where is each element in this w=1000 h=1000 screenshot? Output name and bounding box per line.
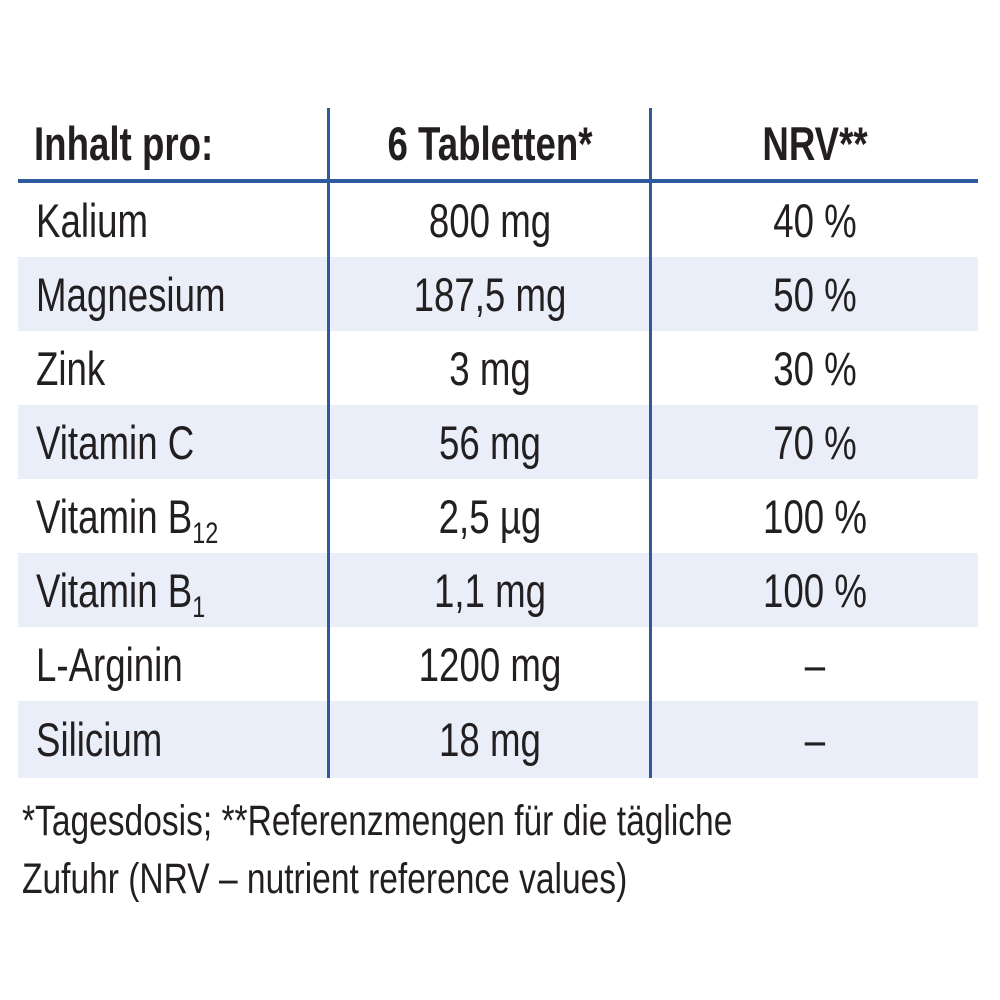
table-row: Zink 3 mg 30 % <box>18 331 978 405</box>
table-row: Silicium 18 mg – <box>18 701 978 778</box>
table-row: Magnesium 187,5 mg 50 % <box>18 257 978 331</box>
nutrient-subscript: 1 <box>192 590 206 624</box>
footnote-line-1: *Tagesdosis; **Referenzmengen für die tä… <box>22 797 733 845</box>
table-row: L-Arginin 1200 mg – <box>18 627 978 701</box>
nutrient-name: Vitamin B12 <box>36 489 219 550</box>
nutrient-nrv: 100 % <box>763 489 867 543</box>
header-divider <box>18 179 978 183</box>
nutrient-nrv: 70 % <box>773 415 857 469</box>
nutrient-name: Magnesium <box>36 267 226 321</box>
nutrient-name: Silicium <box>36 713 163 766</box>
nutrient-nrv: – <box>804 637 826 691</box>
header-tablets: 6 Tabletten* <box>387 117 593 170</box>
nutrient-amount: 3 mg <box>449 341 531 395</box>
nutrient-name: L-Arginin <box>36 637 183 691</box>
table-row: Vitamin B12 2,5 µg 100 % <box>18 479 978 553</box>
nutrient-amount: 18 mg <box>439 713 541 766</box>
table-header-row: Inhalt pro: 6 Tabletten* NRV** <box>18 108 978 179</box>
nutrient-amount: 800 mg <box>428 193 552 247</box>
nutrient-amount: 1,1 mg <box>433 563 547 617</box>
nutrient-nrv: 40 % <box>773 193 857 247</box>
footnote: *Tagesdosis; **Referenzmengen für die tä… <box>22 792 958 908</box>
nutrient-name: Kalium <box>36 193 149 247</box>
table-row: Vitamin B1 1,1 mg 100 % <box>18 553 978 627</box>
nutrient-amount: 2,5 µg <box>438 489 542 543</box>
nutrient-name: Vitamin C <box>36 415 195 469</box>
column-divider <box>327 108 330 778</box>
nutrient-nrv: 100 % <box>763 563 867 617</box>
nutrient-nrv: – <box>804 713 826 766</box>
nutrient-name: Vitamin B1 <box>36 563 206 624</box>
nutrition-table: Inhalt pro: 6 Tabletten* NRV** Kalium 80… <box>18 108 978 778</box>
footnote-line-2: Zufuhr (NRV – nutrient reference values) <box>22 855 628 903</box>
table-row: Vitamin C 56 mg 70 % <box>18 405 978 479</box>
header-content-per: Inhalt pro: <box>34 117 214 170</box>
nutrient-amount: 56 mg <box>439 415 541 469</box>
nutrient-nrv: 30 % <box>773 341 857 395</box>
column-divider <box>649 108 652 778</box>
nutrient-amount: 187,5 mg <box>413 267 567 321</box>
nutrient-name: Zink <box>36 341 106 395</box>
nutrient-nrv: 50 % <box>773 267 857 321</box>
header-nrv: NRV** <box>762 117 868 170</box>
table-row: Kalium 800 mg 40 % <box>18 183 978 257</box>
nutrient-subscript: 12 <box>192 516 219 550</box>
nutrient-amount: 1200 mg <box>418 637 562 691</box>
